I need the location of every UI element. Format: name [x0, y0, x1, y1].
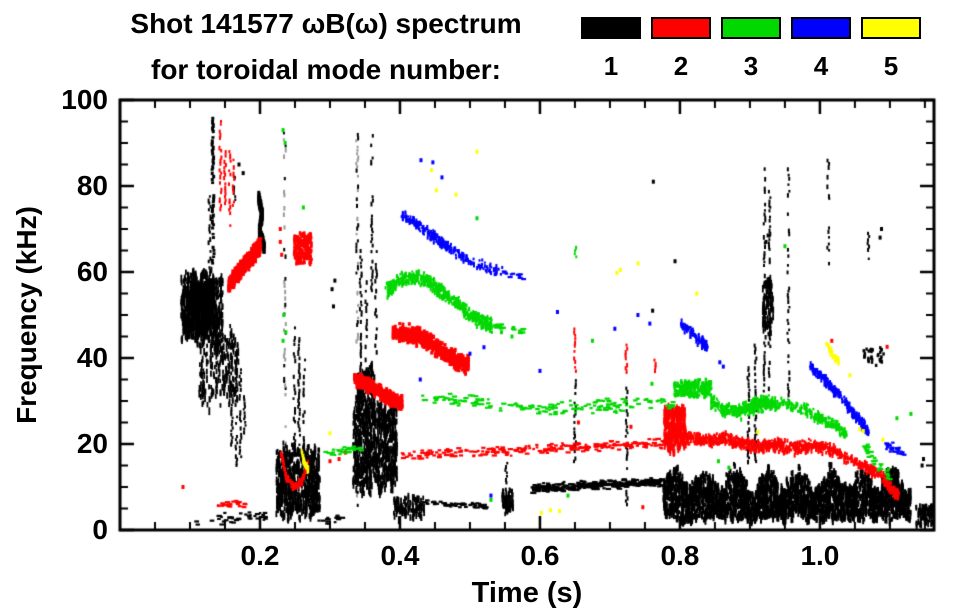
legend-swatch-mode-2	[651, 17, 711, 39]
legend-swatch-mode-1	[581, 17, 641, 39]
legend-label-mode-3: 3	[743, 51, 759, 81]
x-tick-label-0.8: 0.8	[660, 540, 700, 571]
y-tick-label-80: 80	[76, 170, 108, 201]
legend-item-mode-4: 4	[791, 17, 851, 79]
y-tick-label-40: 40	[76, 342, 108, 373]
y-tick-label-60: 60	[76, 256, 108, 287]
x-tick-label-0.6: 0.6	[520, 540, 560, 571]
y-tick-label-100: 100	[61, 84, 108, 115]
legend-label-mode-2: 2	[673, 51, 689, 81]
legend-label-mode-5: 5	[883, 51, 899, 81]
y-axis-label: Frequency (kHz)	[11, 206, 42, 424]
x-tick-label-0.4: 0.4	[380, 540, 420, 571]
y-tick-label-0: 0	[92, 514, 108, 545]
chart-title: Shot 141577 ωB(ω) spectrum	[130, 8, 522, 39]
chart-subtitle: for toroidal mode number:	[151, 54, 501, 85]
legend-swatch-mode-5	[861, 17, 921, 39]
legend-swatch-mode-4	[791, 17, 851, 39]
title-block: Shot 141577 ωB(ω) spectrum for toroidal …	[20, 1, 632, 93]
legend-label-mode-1: 1	[603, 51, 619, 81]
legend-swatch-mode-3	[721, 17, 781, 39]
x-axis-label: Time (s)	[471, 577, 583, 609]
legend-item-mode-2: 2	[651, 17, 711, 79]
x-tick-label-1.0: 1.0	[800, 540, 840, 571]
x-tick-label-0.2: 0.2	[240, 540, 280, 571]
y-tick-label-20: 20	[76, 428, 108, 459]
legend-item-mode-5: 5	[861, 17, 921, 79]
legend-item-mode-3: 3	[721, 17, 781, 79]
mode-number-legend: 1 2 3 4 5	[581, 17, 921, 79]
legend-label-mode-4: 4	[813, 51, 829, 81]
legend-item-mode-1: 1	[581, 17, 641, 79]
